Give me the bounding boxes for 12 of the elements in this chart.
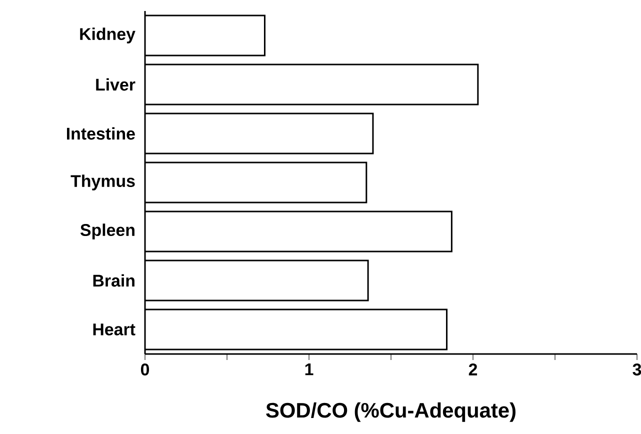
- y-tick-label: Brain: [93, 274, 134, 287]
- x-tick-label: 0: [140, 364, 150, 376]
- y-tick-label: Spleen: [80, 224, 134, 240]
- y-tick-label: Liver: [96, 78, 136, 91]
- x-axis-title: SOD/CO (%Cu-Adequate): [266, 402, 516, 422]
- y-tick-label: Thymus: [70, 174, 135, 190]
- y-tick-label: Intestine: [66, 127, 135, 140]
- y-tick-label: Heart: [93, 324, 136, 336]
- y-tick-label: Kidney: [80, 28, 136, 44]
- x-tick-label: 3: [632, 364, 641, 376]
- x-tick-label: 1: [305, 364, 314, 376]
- x-tick-label: 2: [468, 364, 478, 376]
